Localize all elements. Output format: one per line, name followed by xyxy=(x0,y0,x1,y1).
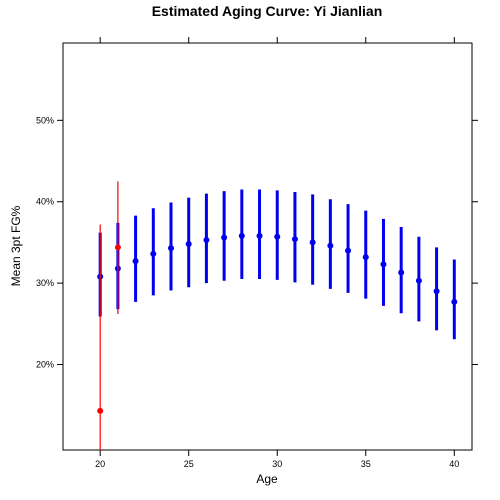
x-tick-label: 40 xyxy=(449,459,459,469)
x-tick-label: 35 xyxy=(361,459,371,469)
blue-point xyxy=(185,241,192,248)
blue-point xyxy=(451,298,458,305)
red-point xyxy=(114,244,121,251)
blue-point xyxy=(415,277,422,284)
y-tick-label: 40% xyxy=(36,197,54,207)
y-tick-label: 20% xyxy=(36,360,54,370)
blue-point xyxy=(238,232,245,239)
blue-point xyxy=(345,247,352,254)
x-axis-label: Age xyxy=(256,472,278,486)
x-tick-label: 20 xyxy=(95,459,105,469)
blue-point xyxy=(309,239,316,246)
blue-point xyxy=(256,232,263,239)
x-tick-label: 30 xyxy=(272,459,282,469)
blue-point xyxy=(132,258,139,265)
blue-point xyxy=(291,236,298,243)
blue-point xyxy=(433,288,440,295)
blue-point xyxy=(221,234,228,241)
red-point xyxy=(97,407,104,414)
blue-point xyxy=(380,261,387,268)
blue-point xyxy=(327,242,334,249)
y-axis-label: Mean 3pt FG% xyxy=(9,205,23,286)
blue-point xyxy=(362,254,369,261)
y-tick-label: 30% xyxy=(36,278,54,288)
x-tick-label: 25 xyxy=(184,459,194,469)
blue-point xyxy=(203,236,210,243)
y-tick-label: 50% xyxy=(36,115,54,125)
blue-point xyxy=(150,250,157,257)
chart-title: Estimated Aging Curve: Yi Jianlian xyxy=(152,3,383,19)
plot-frame xyxy=(62,42,473,451)
blue-point xyxy=(274,233,281,240)
blue-point xyxy=(398,269,405,276)
blue-point xyxy=(168,245,175,252)
